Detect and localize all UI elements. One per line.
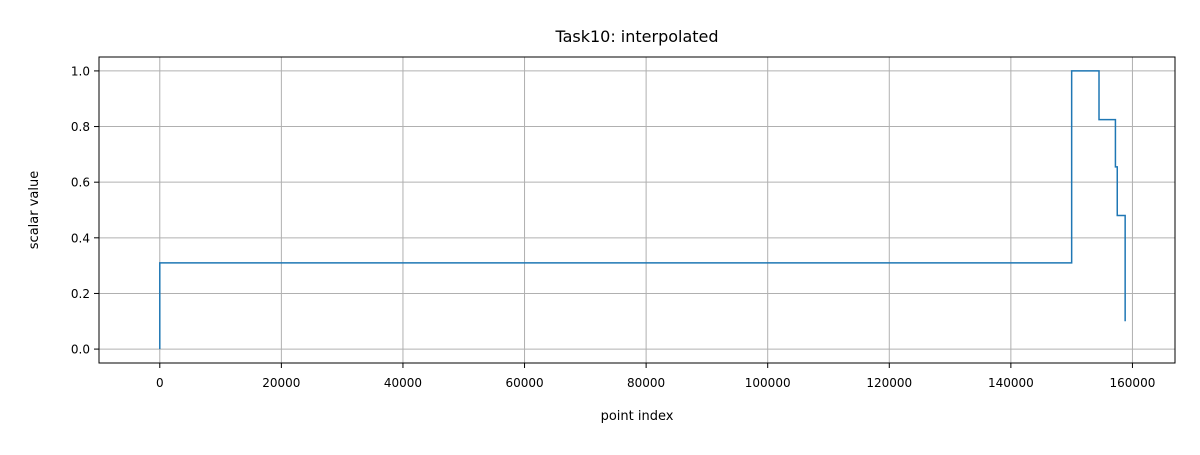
- x-tick-label: 40000: [384, 376, 422, 390]
- y-tick-label: 0.8: [71, 120, 90, 134]
- y-tick-label: 0.4: [71, 231, 90, 245]
- y-axis-ticks: 0.0 0.2 0.4 0.6 0.8 1.0: [71, 64, 99, 357]
- y-tick-label: 0.2: [71, 287, 90, 301]
- plot-frame: [98, 56, 1176, 364]
- y-tick-label: 1.0: [71, 64, 90, 78]
- x-axis-label: point index: [601, 409, 674, 424]
- chart-title: Task10: interpolated: [554, 27, 718, 46]
- x-tick-label: 60000: [505, 376, 543, 390]
- plot-area: [159, 70, 1126, 350]
- x-tick-label: 100000: [745, 376, 791, 390]
- y-tick-label: 0.6: [71, 176, 90, 190]
- grid: [99, 57, 1175, 363]
- x-tick-label: 80000: [627, 376, 665, 390]
- x-tick-label: 20000: [262, 376, 300, 390]
- x-tick-label: 0: [156, 376, 164, 390]
- x-tick-label: 120000: [866, 376, 912, 390]
- series-line: [159, 70, 1126, 350]
- y-axis-label: scalar value: [27, 171, 42, 249]
- x-tick-label: 140000: [988, 376, 1034, 390]
- y-tick-label: 0.0: [71, 343, 90, 357]
- x-axis-ticks: 0 20000 40000 60000 80000 100000 120000 140000 1…: [156, 363, 1155, 390]
- x-tick-label: 160000: [1110, 376, 1156, 390]
